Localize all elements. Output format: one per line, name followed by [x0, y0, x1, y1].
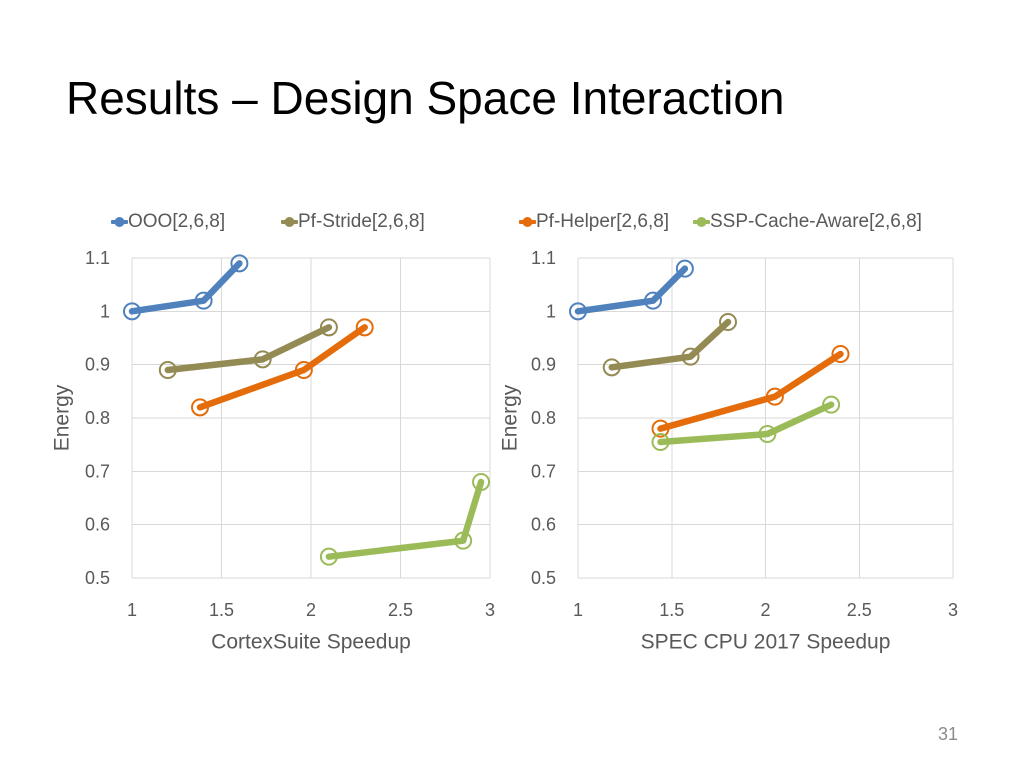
series-line-ssp-cache-aware — [325, 478, 485, 560]
axis-tick-labels: 0.5 0.6 0.7 0.8 0.9 1 1.1 1 1.5 2 2.5 3 — [85, 248, 495, 620]
axis-tick-labels: 0.5 0.6 0.7 0.8 0.9 1 1.1 1 1.5 2 2.5 3 — [531, 248, 958, 620]
page-number: 31 — [937, 724, 958, 744]
data-point-pf-helper-2 — [765, 387, 784, 406]
x-tick-label: 2 — [760, 600, 770, 620]
y-tick-label: 1.1 — [531, 248, 556, 268]
x-axis-title: CortexSuite Speedup — [211, 631, 411, 654]
data-point-pf-stride-3 — [319, 318, 338, 337]
series-line-pf-stride — [164, 324, 333, 374]
legend-label: Pf-Helper[2,6,8] — [536, 211, 670, 232]
series-pf-stride — [602, 313, 737, 377]
plot-series — [569, 259, 850, 451]
data-point-ssp-cache-aware-3 — [472, 473, 491, 491]
series-pf-stride — [158, 318, 338, 379]
legend-marker-ssp-cache-aware-icon — [693, 217, 710, 227]
series-ssp-cache-aware — [319, 473, 491, 566]
y-axis-title: Energy — [51, 384, 74, 451]
data-point-ooo-3 — [675, 259, 694, 278]
legend-item-pf-stride: Pf-Stride[2,6,8] — [281, 211, 425, 233]
series-pf-helper — [651, 345, 850, 438]
x-tick-label: 2.5 — [847, 600, 872, 620]
data-point-ssp-cache-aware-2 — [454, 531, 473, 550]
series-ooo — [569, 259, 694, 321]
legend-label: SSP-Cache-Aware[2,6,8] — [710, 211, 922, 232]
legend-marker-ooo-icon — [111, 217, 128, 227]
x-tick-label: 1.5 — [209, 600, 234, 620]
legend-label: OOO[2,6,8] — [128, 211, 226, 232]
data-point-pf-helper-3 — [831, 345, 850, 363]
chart-cortexsuite: 0.5 0.6 0.7 0.8 0.9 1 1.1 1 1.5 2 2.5 3 CortexSuite… — [51, 248, 496, 654]
y-axis-title: Energy — [499, 384, 522, 451]
series-pf-helper — [191, 318, 374, 417]
series-line-ooo — [128, 260, 243, 315]
y-tick-label: 0.7 — [531, 461, 556, 481]
data-point-ssp-cache-aware-1 — [319, 547, 338, 566]
data-point-ssp-cache-aware-3 — [822, 395, 841, 414]
data-point-ooo-1 — [569, 302, 587, 321]
y-tick-label: 0.6 — [85, 515, 110, 535]
data-point-pf-stride-2 — [253, 350, 272, 369]
data-point-ooo-2 — [644, 291, 662, 310]
x-tick-label: 1 — [127, 600, 137, 620]
legend-marker-dot — [696, 217, 707, 227]
legend-marker-pf-stride-icon — [281, 217, 298, 227]
y-tick-label: 0.9 — [85, 355, 110, 375]
data-point-pf-helper-2 — [294, 361, 313, 379]
legend-marker-dot — [522, 217, 533, 227]
data-point-ooo-2 — [194, 291, 213, 310]
series-line-pf-helper — [196, 324, 368, 411]
data-point-pf-stride-1 — [158, 361, 177, 379]
x-axis-title: SPEC CPU 2017 Speedup — [641, 631, 891, 654]
y-tick-label: 1.1 — [85, 248, 110, 268]
plot-series — [123, 254, 491, 566]
x-tick-label: 1.5 — [659, 600, 684, 620]
legend-label: Pf-Stride[2,6,8] — [298, 211, 425, 232]
y-tick-label: 0.9 — [531, 355, 556, 375]
chart-spec-cpu-2017: 0.5 0.6 0.7 0.8 0.9 1 1.1 1 1.5 2 2.5 3 SPEC CPU 20… — [499, 248, 959, 654]
y-tick-label: 0.6 — [531, 515, 556, 535]
data-point-ooo-3 — [230, 254, 249, 273]
legend-item-pf-helper: Pf-Helper[2,6,8] — [519, 211, 669, 233]
legend-marker-pf-helper-icon — [519, 217, 536, 227]
data-point-pf-helper-1 — [191, 398, 210, 417]
y-tick-label: 0.8 — [531, 408, 556, 428]
y-tick-label: 0.5 — [531, 568, 556, 588]
y-tick-label: 0.5 — [85, 568, 110, 588]
x-tick-label: 3 — [485, 600, 495, 620]
plot-gridlines — [577, 257, 954, 579]
legend-marker-dot — [284, 217, 295, 227]
data-point-ooo-1 — [123, 302, 141, 321]
data-point-pf-stride-3 — [719, 313, 737, 331]
data-point-pf-helper-3 — [355, 318, 374, 337]
slide-title: Results – Design Space Interaction — [66, 72, 785, 124]
y-tick-label: 0.8 — [85, 408, 110, 428]
x-tick-label: 1 — [573, 600, 583, 620]
data-point-pf-stride-2 — [681, 347, 700, 366]
y-tick-label: 1 — [546, 301, 556, 321]
series-line-ooo — [574, 265, 689, 315]
legend-marker-dot — [114, 217, 125, 227]
y-tick-label: 1 — [100, 301, 110, 321]
series-line-ssp-cache-aware — [657, 401, 835, 446]
series-line-pf-helper — [657, 350, 844, 432]
x-tick-label: 3 — [948, 600, 958, 620]
x-tick-label: 2.5 — [388, 600, 413, 620]
data-point-pf-stride-1 — [602, 358, 621, 377]
data-point-ssp-cache-aware-1 — [651, 433, 670, 451]
legend-item-ssp-cache-aware: SSP-Cache-Aware[2,6,8] — [693, 211, 922, 233]
y-tick-label: 0.7 — [85, 461, 110, 481]
legend-item-ooo: OOO[2,6,8] — [111, 211, 225, 233]
data-point-pf-helper-1 — [651, 419, 670, 438]
series-ooo — [123, 254, 249, 321]
x-tick-label: 2 — [306, 600, 316, 620]
series-line-pf-stride — [608, 318, 732, 371]
series-ssp-cache-aware — [651, 395, 841, 451]
data-point-ssp-cache-aware-2 — [758, 425, 777, 443]
